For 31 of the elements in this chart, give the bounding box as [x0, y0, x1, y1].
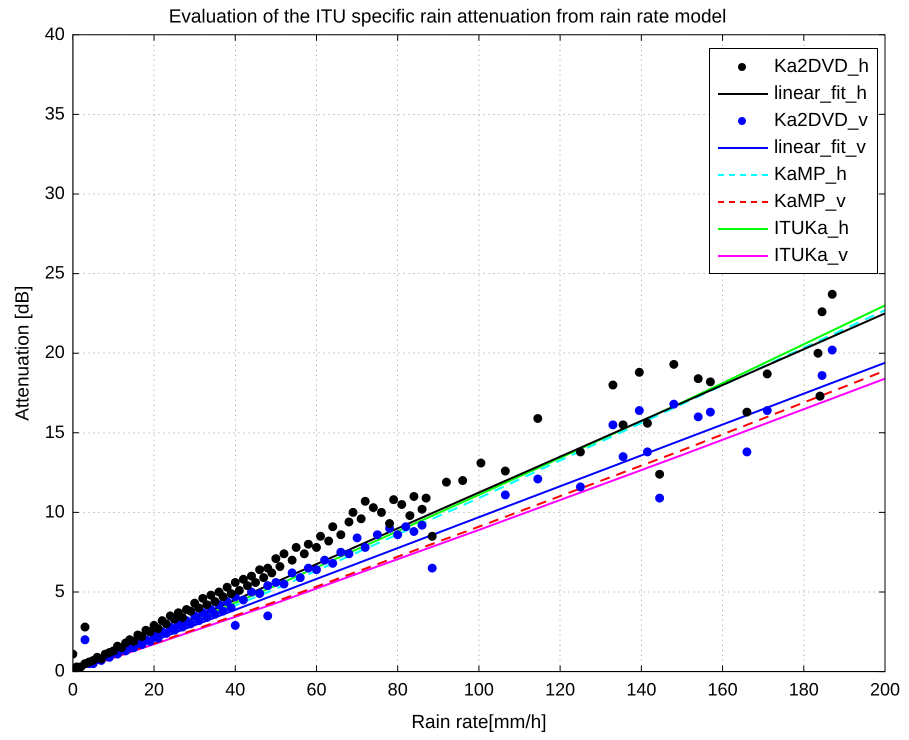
x-tick-label: 80 [388, 679, 408, 700]
legend-label: linear_fit_h [774, 82, 867, 104]
x-tick-label: 40 [225, 679, 246, 700]
x-tick-label: 160 [708, 679, 738, 700]
y-axis-title: Attenuation [dB] [12, 286, 34, 421]
x-tick-label: 180 [788, 679, 819, 700]
x-tick-label: 200 [870, 679, 900, 700]
y-tick-label: 35 [44, 103, 65, 124]
y-tick-label: 5 [54, 580, 65, 601]
legend-label: ITUKa_h [774, 218, 849, 240]
x-tick-label: 0 [68, 679, 78, 700]
y-tick-label: 15 [44, 422, 65, 442]
legend-label: Ka2DVD_v [774, 110, 868, 132]
legend-label: Ka2DVD_h [774, 56, 869, 78]
y-tick-label: 10 [44, 501, 65, 522]
legend-label: KaMP_h [774, 164, 847, 186]
y-tick-label: 20 [44, 342, 65, 362]
x-tick-label: 140 [626, 679, 656, 700]
y-tick-label: 25 [44, 262, 65, 283]
x-tick-label: 20 [144, 679, 164, 700]
y-tick-label: 30 [44, 182, 65, 203]
x-axis-title: Rain rate[mm/h] [411, 712, 546, 733]
chart-title: Evaluation of the ITU specific rain attenuation from rain rate model [168, 6, 726, 28]
legend-label: KaMP_v [774, 190, 846, 212]
legend-label: ITUKa_v [774, 244, 848, 266]
x-tick-label: 100 [464, 679, 494, 700]
y-tick-label: 40 [44, 24, 65, 44]
legend-label: linear_fit_v [774, 136, 866, 158]
x-tick-label: 120 [545, 679, 576, 700]
x-tick-label: 60 [306, 679, 326, 700]
y-tick-label: 0 [54, 660, 65, 681]
